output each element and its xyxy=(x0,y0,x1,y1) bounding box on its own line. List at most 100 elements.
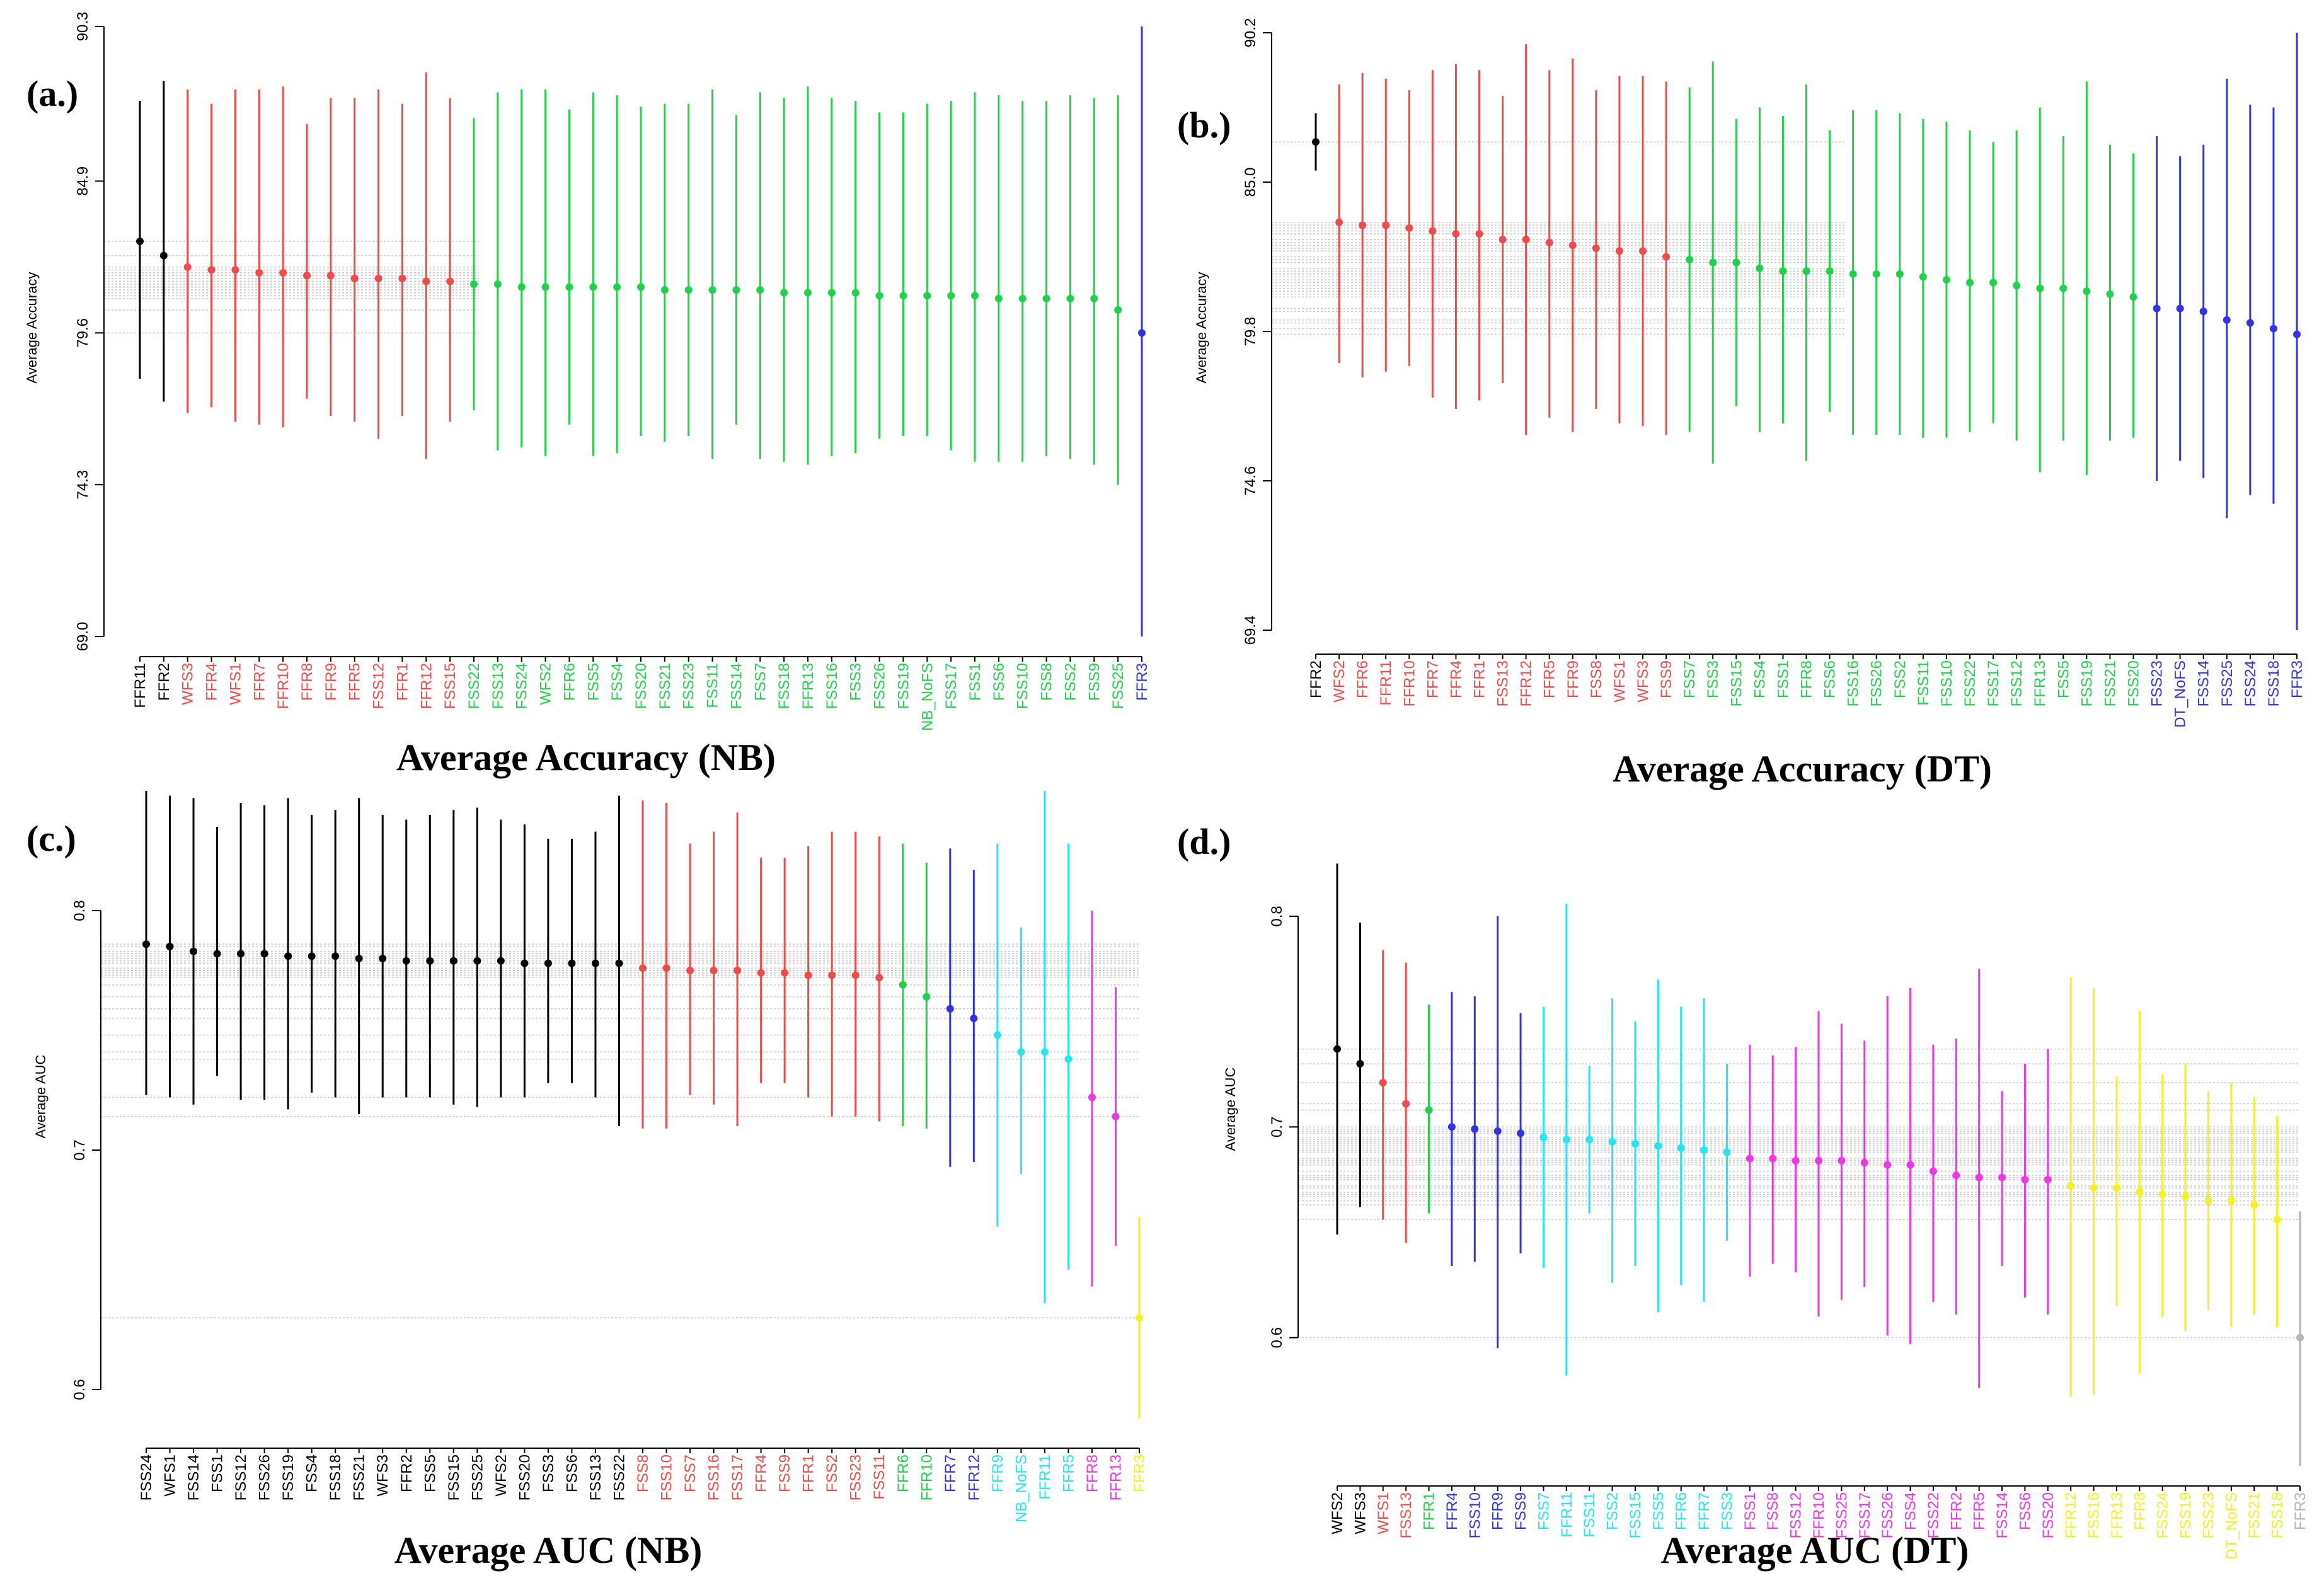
mean-point xyxy=(923,292,931,300)
category-label: FFR7 xyxy=(1696,1492,1713,1530)
category-label: FSS9 xyxy=(1086,663,1103,701)
panel-b-ylabel: Average Accuracy xyxy=(1194,272,1209,384)
mean-point xyxy=(1779,267,1787,275)
category-label: FFR5 xyxy=(1541,660,1558,698)
mean-point xyxy=(374,274,383,282)
category-label: FSS19 xyxy=(895,663,912,709)
mean-point xyxy=(1802,267,1810,275)
mean-point xyxy=(993,1031,1001,1039)
category-label: FFR11 xyxy=(1037,1454,1054,1500)
category-label: FFR8 xyxy=(2131,1492,2148,1530)
mean-point xyxy=(1018,294,1027,302)
category-label: FFR9 xyxy=(1490,1492,1507,1530)
panel-c-label: (c.) xyxy=(26,818,76,859)
mean-point xyxy=(971,292,979,300)
mean-point xyxy=(190,947,198,955)
mean-point xyxy=(1662,253,1671,261)
category-label: FSS12 xyxy=(1788,1492,1805,1538)
mean-point xyxy=(308,952,316,960)
mean-point xyxy=(1088,1093,1096,1102)
category-label: FFR7 xyxy=(942,1454,959,1492)
category-label: FSS8 xyxy=(1038,663,1056,701)
category-label: FSS4 xyxy=(1902,1492,1919,1530)
mean-point xyxy=(875,974,883,982)
category-label: FFR6 xyxy=(1673,1492,1690,1530)
mean-point xyxy=(497,957,505,965)
category-label: FSS10 xyxy=(1015,663,1032,709)
category-label: FSS15 xyxy=(442,663,459,709)
mean-point xyxy=(2112,1184,2120,1192)
category-label: FSS17 xyxy=(1856,1492,1873,1538)
category-label: FSS24 xyxy=(2154,1492,2172,1538)
mean-point xyxy=(1040,1048,1049,1056)
category-label: FSS17 xyxy=(729,1454,746,1500)
panel-b-caption: Average Accuracy (DT) xyxy=(1613,748,1992,790)
y-tick-label: 69.0 xyxy=(74,622,91,652)
mean-point xyxy=(1359,221,1367,229)
category-label: FSS1 xyxy=(1775,660,1792,698)
category-label: WFS1 xyxy=(227,663,244,705)
mean-point xyxy=(541,283,549,291)
category-label: FSS4 xyxy=(609,663,626,701)
category-label: FSS9 xyxy=(1658,660,1675,698)
mean-point xyxy=(1884,1161,1892,1169)
mean-point xyxy=(331,952,340,960)
mean-point xyxy=(449,957,457,965)
mean-point xyxy=(828,971,836,979)
category-label: FFR11 xyxy=(132,663,149,708)
y-tick-label: 79.6 xyxy=(74,318,91,348)
category-label: FFR10 xyxy=(275,663,292,709)
mean-point xyxy=(827,289,836,297)
category-label: FSS12 xyxy=(371,663,388,709)
category-label: FSS21 xyxy=(2102,660,2119,706)
panel-d-ylabel: Average AUC xyxy=(1222,1067,1238,1151)
category-label: FSS14 xyxy=(1994,1492,2011,1538)
category-label: FFR1 xyxy=(1471,660,1488,698)
category-label: NB_NoFS xyxy=(919,663,936,731)
mean-point xyxy=(1608,1137,1616,1146)
category-label: FSS14 xyxy=(728,663,745,709)
mean-point xyxy=(660,286,669,294)
category-label: FFR2 xyxy=(156,663,173,701)
mean-point xyxy=(708,286,716,294)
category-label: FSS7 xyxy=(1681,660,1698,698)
mean-point xyxy=(1585,1136,1594,1144)
category-label: FSS19 xyxy=(2078,660,2095,706)
category-label: FSS4 xyxy=(304,1454,321,1492)
mean-point xyxy=(1017,1048,1025,1056)
mean-point xyxy=(1860,1159,1868,1167)
mean-point xyxy=(1966,279,1974,287)
panel-a-label: (a.) xyxy=(26,73,78,114)
mean-point xyxy=(1838,1156,1846,1165)
mean-point xyxy=(1998,1173,2006,1182)
category-label: FSS7 xyxy=(1535,1492,1552,1530)
mean-point xyxy=(2106,290,2114,298)
mean-point xyxy=(1090,294,1098,302)
mean-point xyxy=(2199,308,2207,316)
category-label: FSS5 xyxy=(422,1454,439,1492)
y-tick-label: 84.9 xyxy=(74,166,91,196)
mean-point xyxy=(1872,270,1880,278)
mean-point xyxy=(2044,1175,2052,1183)
category-label: FSS20 xyxy=(633,663,650,709)
category-label: FSS11 xyxy=(1915,660,1932,706)
y-tick-label: 79.8 xyxy=(1242,317,1259,347)
mean-point xyxy=(757,969,765,977)
mean-point xyxy=(260,950,268,958)
mean-point xyxy=(1562,1136,1570,1144)
mean-point xyxy=(851,971,860,979)
mean-point xyxy=(1136,1314,1143,1321)
mean-point xyxy=(1452,230,1460,238)
category-label: FSS14 xyxy=(185,1454,202,1500)
category-label: FSS25 xyxy=(1833,1492,1850,1538)
category-label: FSS3 xyxy=(1718,1492,1735,1530)
mean-point xyxy=(2293,330,2301,338)
mean-point xyxy=(1568,241,1577,250)
category-label: FSS5 xyxy=(1650,1492,1667,1530)
mean-point xyxy=(2090,1184,2098,1192)
category-label: FFR3 xyxy=(1134,663,1151,701)
mean-point xyxy=(591,959,599,967)
mean-point xyxy=(422,277,430,285)
category-label: FFR7 xyxy=(251,663,268,701)
panel-c: (c.) Average AUC (NB) Average AUC 0.6 0.7… xyxy=(26,791,1148,1571)
